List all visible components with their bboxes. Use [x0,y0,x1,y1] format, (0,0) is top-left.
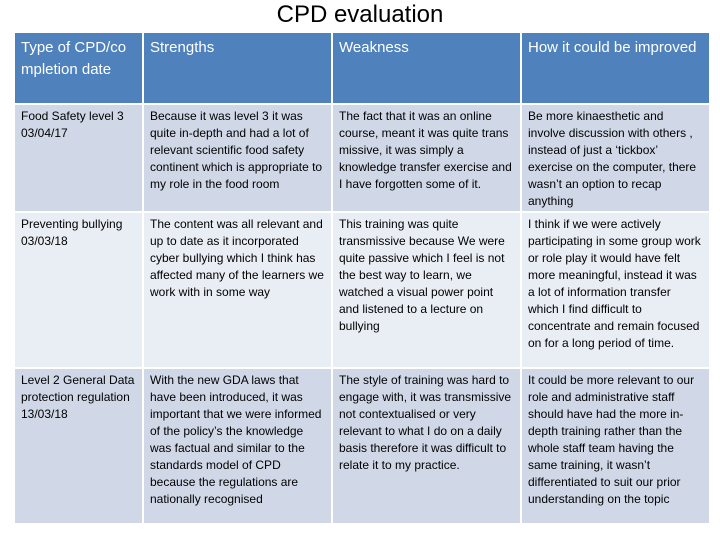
cell-weakness: This training was quite transmissive bec… [333,213,520,368]
table-header-row: Type of CPD/completion date Strengths We… [15,33,709,103]
cell-type: Level 2 General Data protection regulati… [15,369,142,524]
cell-improvement: It could be more relevant to our role an… [522,369,709,524]
page-title: CPD evaluation [276,1,444,28]
table-row: Preventing bullying 03/03/18 The content… [15,213,709,368]
header-strengths: Strengths [144,33,331,103]
cell-improvement: Be more kinaesthetic and involve discuss… [522,105,709,212]
cell-weakness: The style of training was hard to engage… [333,369,520,524]
cpd-evaluation-table: Type of CPD/completion date Strengths We… [13,31,711,526]
cell-strengths: The content was all relevant and up to d… [144,213,331,368]
cell-type: Preventing bullying 03/03/18 [15,213,142,368]
cell-strengths: With the new GDA laws that have been int… [144,369,331,524]
header-type-of-cpd: Type of CPD/completion date [15,33,142,103]
cell-strengths: Because it was level 3 it was quite in-d… [144,105,331,212]
header-how-improved: How it could be improved [522,33,709,103]
table-row: Food Safety level 3 03/04/17 Because it … [15,105,709,212]
cell-improvement: I think if we were actively participatin… [522,213,709,368]
header-weakness: Weakness [333,33,520,103]
cell-type: Food Safety level 3 03/04/17 [15,105,142,212]
table-row: Level 2 General Data protection regulati… [15,369,709,524]
cell-weakness: The fact that it was an online course, m… [333,105,520,212]
